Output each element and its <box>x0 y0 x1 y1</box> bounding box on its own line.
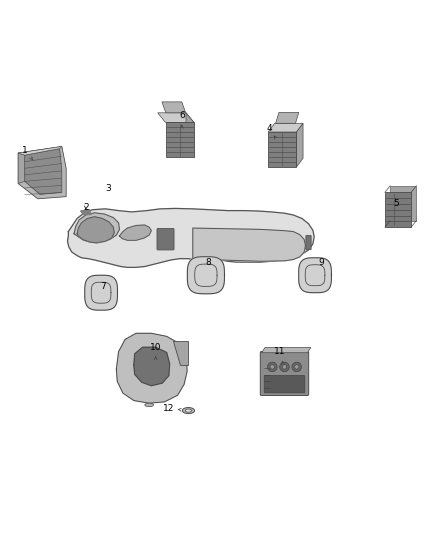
FancyBboxPatch shape <box>264 375 305 393</box>
FancyBboxPatch shape <box>260 351 309 395</box>
Polygon shape <box>134 348 170 386</box>
Ellipse shape <box>145 403 153 407</box>
Polygon shape <box>173 341 188 365</box>
Ellipse shape <box>270 365 275 369</box>
Text: 5: 5 <box>393 199 399 208</box>
Polygon shape <box>268 132 297 167</box>
Polygon shape <box>166 123 194 157</box>
Polygon shape <box>120 225 151 240</box>
Polygon shape <box>268 123 303 132</box>
Polygon shape <box>261 348 311 353</box>
FancyBboxPatch shape <box>306 236 311 249</box>
Text: 6: 6 <box>179 111 185 120</box>
Polygon shape <box>77 217 114 243</box>
Ellipse shape <box>280 362 289 372</box>
Polygon shape <box>276 112 299 123</box>
FancyBboxPatch shape <box>157 229 174 250</box>
Polygon shape <box>18 147 62 155</box>
Polygon shape <box>162 102 186 113</box>
Polygon shape <box>85 275 117 310</box>
Polygon shape <box>18 153 25 183</box>
Text: 9: 9 <box>319 257 325 266</box>
Text: 10: 10 <box>150 343 162 352</box>
Text: 7: 7 <box>100 281 106 290</box>
Text: 11: 11 <box>274 347 286 356</box>
Polygon shape <box>81 210 91 215</box>
Polygon shape <box>299 258 332 293</box>
Polygon shape <box>18 147 66 199</box>
Polygon shape <box>385 192 411 227</box>
Polygon shape <box>74 213 120 242</box>
Polygon shape <box>158 113 194 123</box>
Ellipse shape <box>268 362 277 372</box>
Text: 12: 12 <box>163 404 174 413</box>
Ellipse shape <box>283 365 287 369</box>
Polygon shape <box>390 185 417 221</box>
Ellipse shape <box>292 362 301 372</box>
Text: 4: 4 <box>266 125 272 133</box>
Polygon shape <box>186 113 194 157</box>
Text: 2: 2 <box>83 203 88 212</box>
Text: 8: 8 <box>205 257 211 266</box>
Ellipse shape <box>294 365 299 369</box>
Ellipse shape <box>182 408 194 414</box>
Polygon shape <box>187 257 224 294</box>
Polygon shape <box>67 208 314 268</box>
Text: 3: 3 <box>105 184 110 193</box>
Ellipse shape <box>185 409 191 412</box>
Polygon shape <box>193 228 305 261</box>
Text: 1: 1 <box>22 146 28 155</box>
Polygon shape <box>117 333 187 403</box>
Polygon shape <box>25 149 62 195</box>
Polygon shape <box>297 123 303 167</box>
